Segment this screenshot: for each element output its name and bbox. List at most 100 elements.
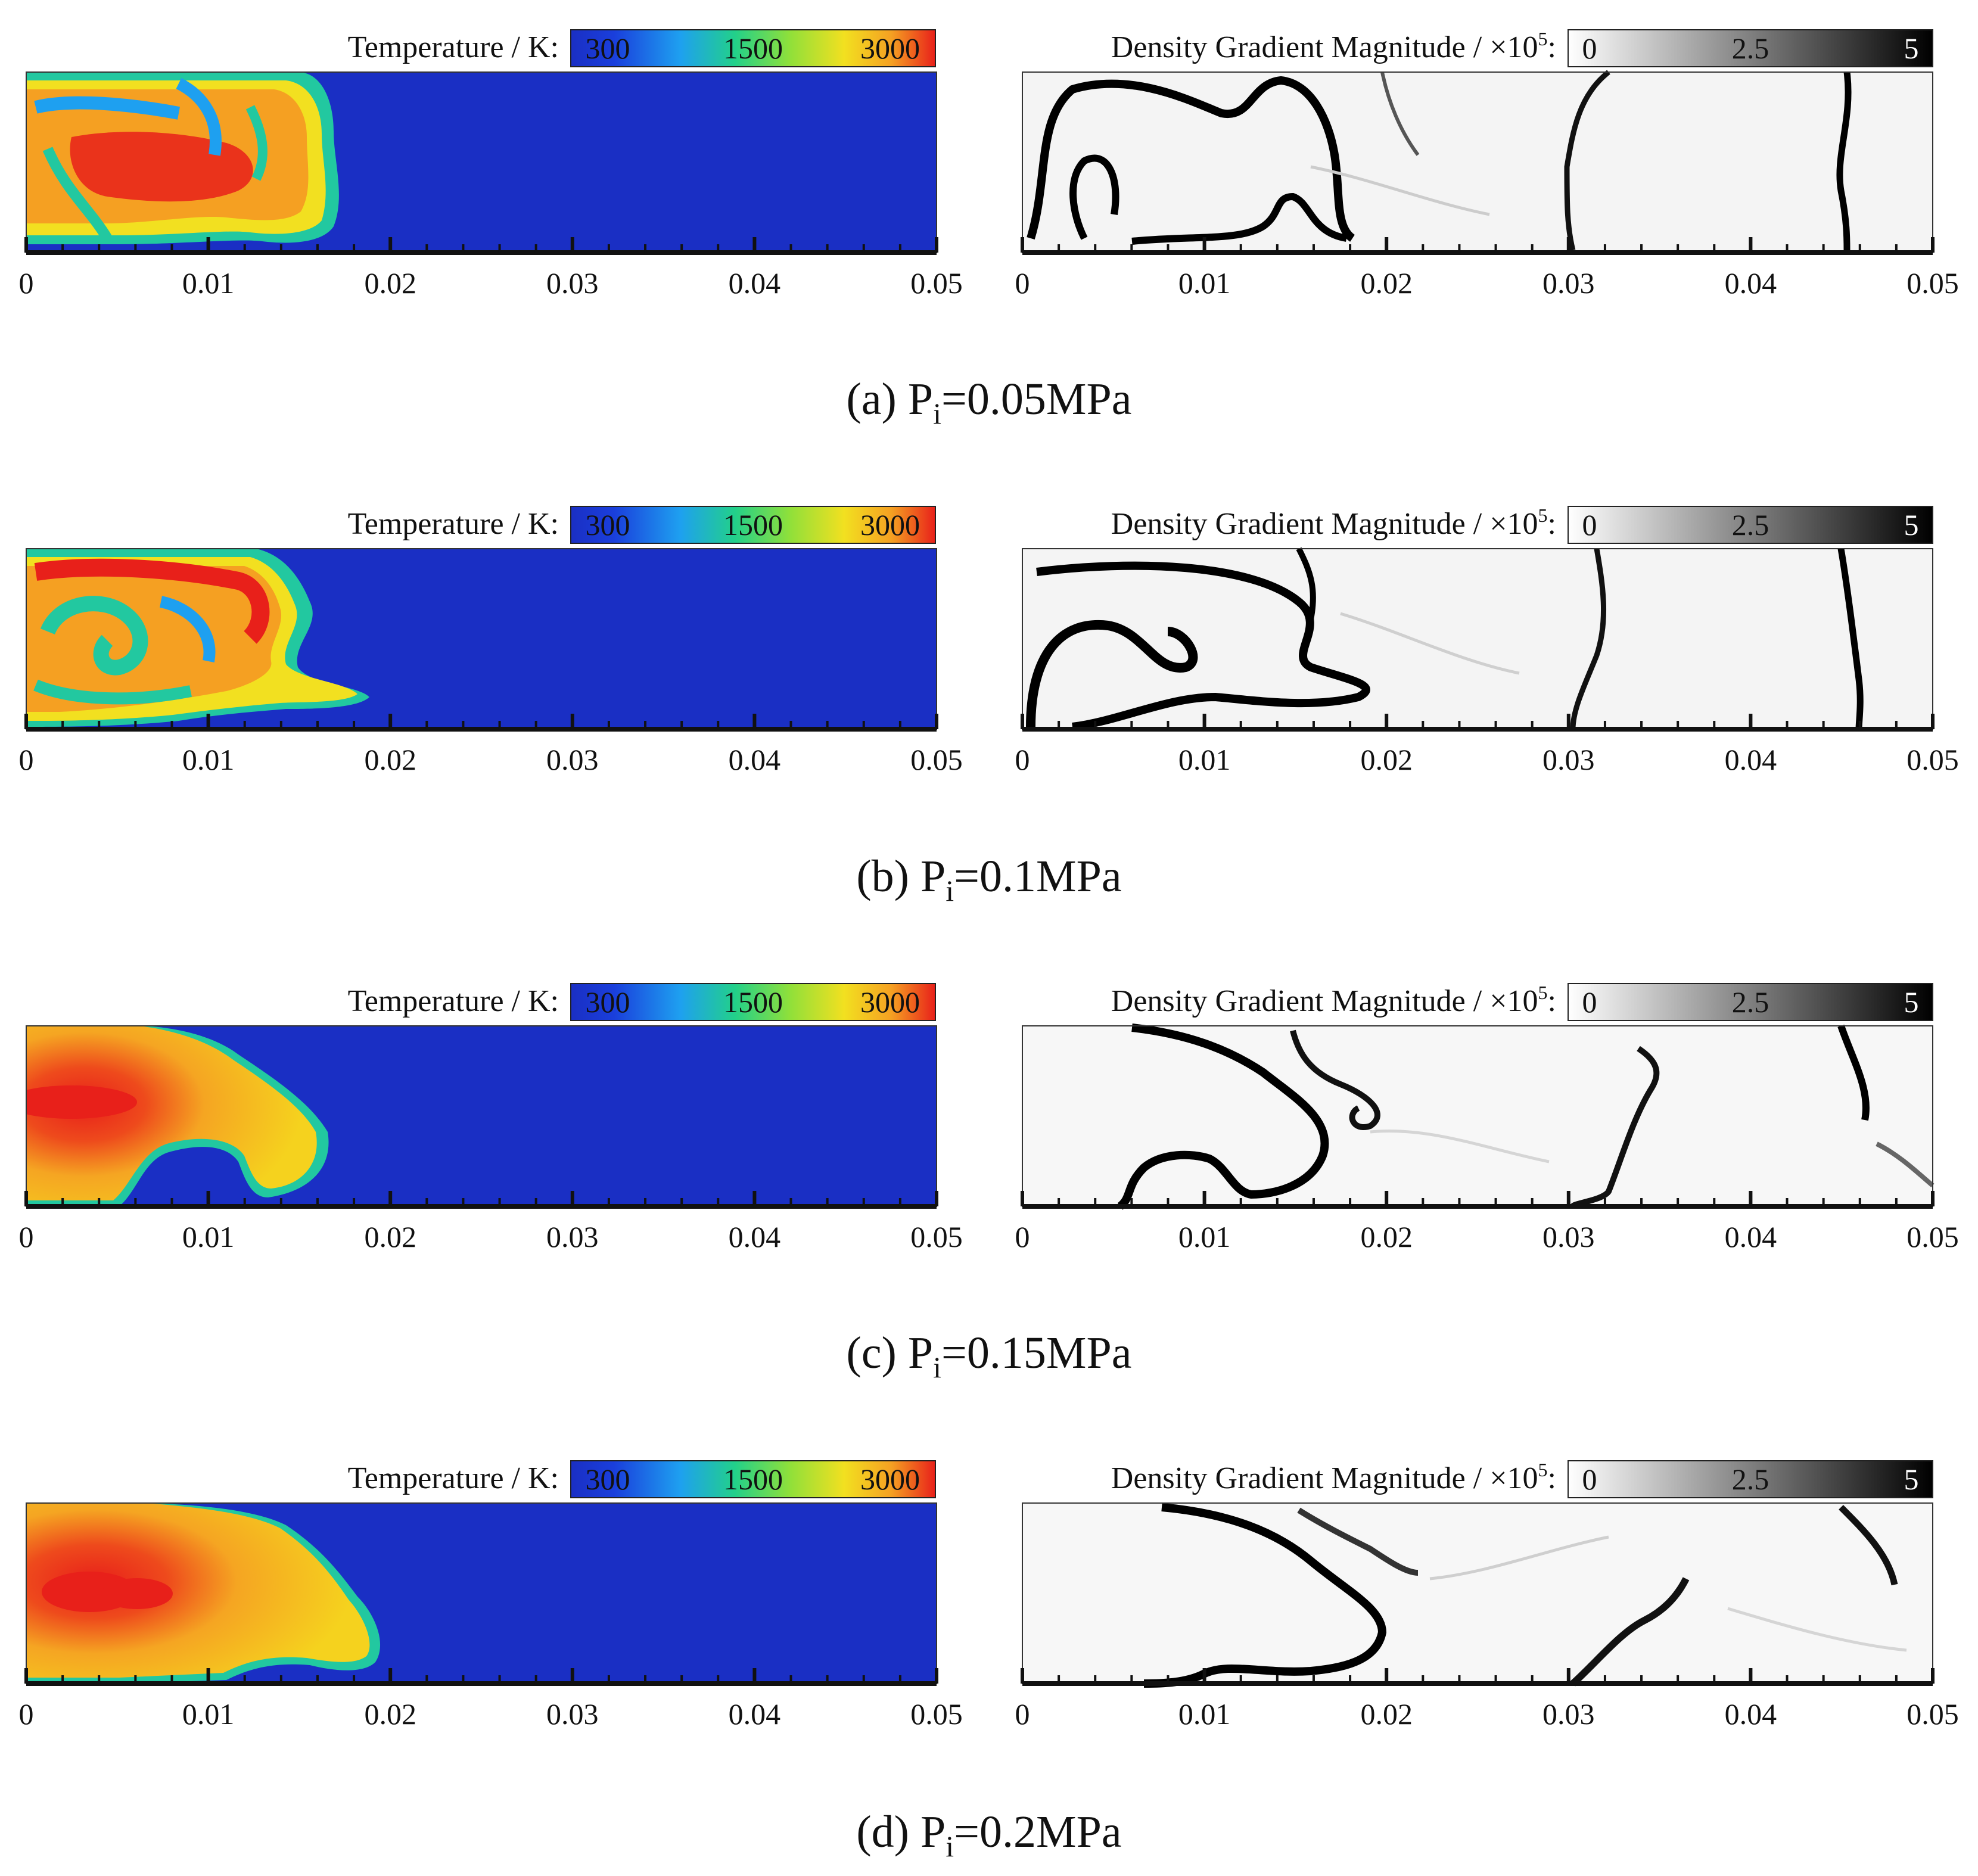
density-gradient-field — [1022, 1023, 1935, 1210]
x-axis-tick-label: 0.02 — [364, 1220, 416, 1253]
temperature-colorbar-tick: 3000 — [860, 32, 920, 65]
temperature-field — [26, 72, 937, 253]
gradient-colorbar-label: Density Gradient Magnitude / ×105: — [1111, 28, 1556, 64]
gradient-colorbar-tick: 2.5 — [1732, 1463, 1769, 1496]
x-axis: 0 0.01 0.02 0.03 0.04 0.05 — [19, 237, 963, 300]
x-axis-tick-label: 0.01 — [1178, 266, 1231, 300]
x-axis-tick-label: 0.04 — [729, 266, 781, 300]
temperature-colorbar-tick: 300 — [586, 32, 630, 65]
x-axis-tick-label: 0.05 — [1907, 743, 1959, 776]
gradient-colorbar-tick: 5 — [1904, 1463, 1919, 1496]
x-axis-tick-label: 0 — [1015, 266, 1030, 300]
gradient-colorbar-tick: 0 — [1582, 1463, 1597, 1496]
temperature-field — [26, 549, 937, 729]
x-axis-tick-label: 0.05 — [1907, 1220, 1959, 1253]
row-d: Temperature / K: 300 1500 3000 0 0.01 0.02… — [19, 1459, 1959, 1863]
temperature-colorbar-tick: 3000 — [860, 508, 920, 542]
gradient-colorbar — [1568, 29, 1933, 67]
temperature-colorbar — [570, 1460, 936, 1498]
x-axis-tick-label: 0.01 — [1178, 1220, 1231, 1253]
temperature-colorbar-tick: 300 — [586, 1463, 630, 1496]
density-gradient-field — [1022, 547, 1933, 731]
row-b: Temperature / K: 300 1500 3000 0 0.01 0.02… — [19, 505, 1959, 907]
x-axis-tick-label: 0.03 — [1542, 1220, 1595, 1253]
density-gradient-field — [1022, 1503, 1933, 1688]
x-axis: 0 0.01 0.02 0.03 0.04 0.05 — [1015, 237, 1959, 300]
row-a: Temperature / K: 300 1500 3000 0 0.01 0.02… — [19, 28, 1959, 430]
gradient-colorbar-tick: 2.5 — [1732, 508, 1769, 542]
x-axis-tick-label: 0.02 — [1360, 1220, 1413, 1253]
density-gradient-field — [1022, 70, 1933, 253]
gradient-colorbar — [1568, 506, 1933, 544]
x-axis-tick-label: 0.02 — [1360, 1697, 1413, 1731]
x-axis-tick-label: 0 — [19, 743, 34, 776]
x-axis-tick-label: 0.03 — [1542, 266, 1595, 300]
temperature-colorbar-tick: 1500 — [723, 32, 783, 65]
temperature-colorbar-label: Temperature / K: — [348, 984, 559, 1018]
panel-caption: (b) Pi=0.1MPa — [856, 851, 1121, 907]
temperature-colorbar — [570, 29, 936, 67]
x-axis-tick-label: 0.03 — [1542, 743, 1595, 776]
x-axis-tick-label: 0.03 — [546, 743, 599, 776]
gradient-colorbar — [1568, 983, 1933, 1021]
x-axis-tick-label: 0.03 — [546, 1220, 599, 1253]
x-axis: 0 0.01 0.02 0.03 0.04 0.05 — [19, 1191, 963, 1253]
x-axis-tick-label: 0.03 — [546, 1697, 599, 1731]
gradient-colorbar-tick: 2.5 — [1732, 985, 1769, 1019]
x-axis-tick-label: 0.05 — [910, 1697, 963, 1731]
x-axis-tick-label: 0.04 — [1725, 1220, 1777, 1253]
gradient-colorbar-label: Density Gradient Magnitude / ×105: — [1111, 1459, 1556, 1495]
x-axis-tick-label: 0.04 — [729, 743, 781, 776]
gradient-colorbar-tick: 5 — [1904, 32, 1919, 65]
temperature-colorbar — [570, 506, 936, 544]
x-axis: 0 0.01 0.02 0.03 0.04 0.05 — [19, 1668, 963, 1731]
temperature-colorbar-label: Temperature / K: — [348, 507, 559, 541]
x-axis-tick-label: 0.02 — [364, 266, 416, 300]
temperature-colorbar-tick: 1500 — [723, 1463, 783, 1496]
temperature-colorbar-label: Temperature / K: — [348, 30, 559, 64]
x-axis-tick-label: 0.04 — [1725, 266, 1777, 300]
x-axis-tick-label: 0.04 — [729, 1697, 781, 1731]
gradient-colorbar — [1568, 1460, 1933, 1498]
gradient-colorbar-tick: 5 — [1904, 508, 1919, 542]
panel-caption: (a) Pi=0.05MPa — [847, 374, 1132, 430]
temperature-colorbar-tick: 300 — [586, 508, 630, 542]
x-axis-tick-label: 0.05 — [1907, 1697, 1959, 1731]
temperature-field — [26, 1026, 937, 1206]
x-axis-tick-label: 0 — [19, 266, 34, 300]
x-axis-tick-label: 0.01 — [182, 1697, 235, 1731]
x-axis-tick-label: 0.03 — [546, 266, 599, 300]
x-axis-tick-label: 0.02 — [364, 1697, 416, 1731]
x-axis: 0 0.01 0.02 0.03 0.04 0.05 — [1015, 1668, 1959, 1731]
x-axis-tick-label: 0 — [19, 1697, 34, 1731]
x-axis-tick-label: 0 — [1015, 743, 1030, 776]
gradient-colorbar-tick: 2.5 — [1732, 32, 1769, 65]
temperature-colorbar-tick: 3000 — [860, 985, 920, 1019]
x-axis-tick-label: 0.02 — [1360, 743, 1413, 776]
x-axis-tick-label: 0.01 — [1178, 1697, 1231, 1731]
x-axis-tick-label: 0.05 — [910, 266, 963, 300]
panel-caption: (d) Pi=0.2MPa — [856, 1807, 1121, 1863]
x-axis-tick-label: 0.05 — [1907, 266, 1959, 300]
panel-caption: (c) Pi=0.15MPa — [847, 1328, 1132, 1384]
x-axis-tick-label: 0 — [19, 1220, 34, 1253]
gradient-colorbar-label: Density Gradient Magnitude / ×105: — [1111, 505, 1556, 541]
x-axis: 0 0.01 0.02 0.03 0.04 0.05 — [19, 714, 963, 776]
temperature-colorbar-label: Temperature / K: — [348, 1461, 559, 1495]
x-axis-tick-label: 0 — [1015, 1697, 1030, 1731]
temperature-field — [26, 1503, 937, 1684]
gradient-colorbar-tick: 5 — [1904, 985, 1919, 1019]
x-axis: 0 0.01 0.02 0.03 0.04 0.05 — [1015, 714, 1959, 776]
x-axis-tick-label: 0.01 — [1178, 743, 1231, 776]
x-axis-tick-label: 0.04 — [1725, 1697, 1777, 1731]
gradient-colorbar-tick: 0 — [1582, 508, 1597, 542]
x-axis-tick-label: 0.04 — [1725, 743, 1777, 776]
x-axis-tick-label: 0.01 — [182, 743, 235, 776]
x-axis-tick-label: 0.04 — [729, 1220, 781, 1253]
temperature-colorbar-tick: 1500 — [723, 985, 783, 1019]
x-axis-tick-label: 0.02 — [1360, 266, 1413, 300]
temperature-colorbar-tick: 1500 — [723, 508, 783, 542]
gradient-colorbar-label: Density Gradient Magnitude / ×105: — [1111, 982, 1556, 1018]
x-axis-tick-label: 0.03 — [1542, 1697, 1595, 1731]
x-axis-tick-label: 0.05 — [910, 1220, 963, 1253]
